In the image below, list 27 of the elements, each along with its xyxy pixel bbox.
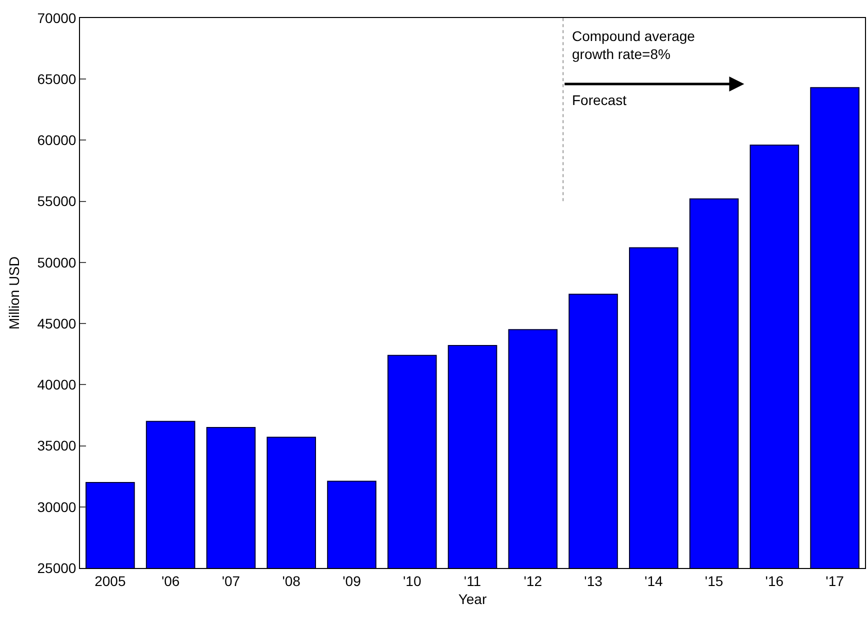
annotation: Compound average growth rate=8% (572, 28, 696, 62)
annotation: Forecast (572, 92, 627, 108)
y-tick-label: 60000 (37, 132, 76, 148)
y-tick-label: 35000 (37, 438, 76, 454)
y-tick-label: 30000 (37, 498, 76, 515)
x-tick-label: '12 (524, 572, 542, 589)
y-tick-label: 65000 (37, 71, 76, 88)
x-tick-label: '15 (704, 572, 724, 589)
x-tick-label: '07 (222, 572, 240, 589)
y-axis-title: Million USD (6, 256, 22, 330)
x-axis-title: Year (458, 591, 487, 608)
y-tick-label: 25000 (37, 560, 76, 576)
x-tick-label: '13 (584, 572, 603, 589)
x-tick-label: '08 (282, 572, 301, 589)
x-tick-label: '06 (161, 572, 180, 589)
x-tick-label: '10 (402, 572, 422, 589)
y-tick-label: 55000 (37, 193, 76, 210)
y-tick-label: 45000 (37, 315, 76, 332)
x-tick-label: '09 (342, 572, 362, 589)
y-tick-label: 40000 (37, 376, 76, 393)
x-tick-label: '14 (644, 572, 663, 589)
x-tick-label: 2005 (94, 572, 126, 589)
y-tick-label: 70000 (37, 10, 76, 26)
x-tick-label: '16 (765, 572, 784, 589)
x-tick-label: '11 (464, 572, 482, 589)
x-tick-label: '17 (826, 572, 844, 589)
y-tick-label: 50000 (37, 254, 76, 270)
